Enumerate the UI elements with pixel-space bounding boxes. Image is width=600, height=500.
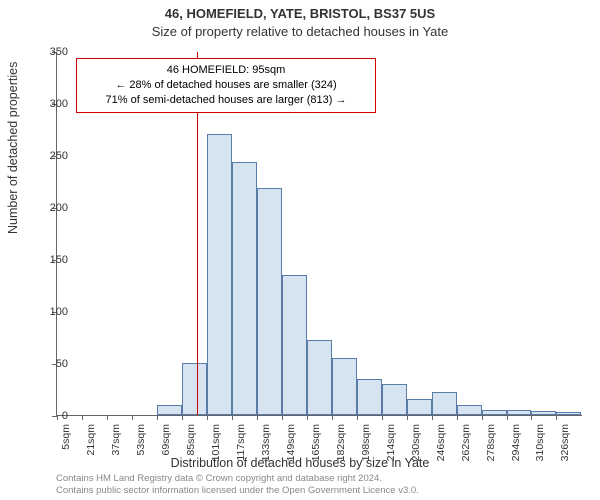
x-tick — [531, 415, 532, 420]
histogram-bar — [332, 358, 357, 415]
annotation-line2: ← 28% of detached houses are smaller (32… — [83, 78, 369, 93]
x-tick — [482, 415, 483, 420]
histogram-bar — [482, 410, 507, 415]
x-tick-label: 326sqm — [559, 424, 571, 470]
x-tick — [232, 415, 233, 420]
y-tick-label: 300 — [28, 98, 68, 110]
x-tick-label: 149sqm — [285, 424, 297, 470]
x-tick-label: 310sqm — [534, 424, 546, 470]
x-tick-label: 37sqm — [110, 424, 122, 470]
y-axis-label: Number of detached properties — [6, 62, 20, 234]
x-tick-label: 5sqm — [60, 424, 72, 470]
annotation-line1: 46 HOMEFIELD: 95sqm — [83, 63, 369, 78]
histogram-bar — [182, 363, 207, 415]
x-tick — [307, 415, 308, 420]
x-tick — [332, 415, 333, 420]
x-tick-label: 182sqm — [335, 424, 347, 470]
histogram-bar — [232, 162, 257, 415]
x-tick-label: 85sqm — [185, 424, 197, 470]
x-tick — [407, 415, 408, 420]
x-tick — [132, 415, 133, 420]
annotation-box: 46 HOMEFIELD: 95sqm ← 28% of detached ho… — [76, 58, 376, 113]
x-tick-label: 21sqm — [85, 424, 97, 470]
x-tick-label: 246sqm — [435, 424, 447, 470]
x-tick-label: 262sqm — [460, 424, 472, 470]
x-tick-label: 294sqm — [510, 424, 522, 470]
x-tick — [432, 415, 433, 420]
histogram-bar — [282, 275, 307, 415]
x-tick-label: 230sqm — [410, 424, 422, 470]
histogram-bar — [382, 384, 407, 415]
x-tick-label: 278sqm — [485, 424, 497, 470]
x-tick — [357, 415, 358, 420]
x-tick — [282, 415, 283, 420]
histogram-bar — [157, 405, 182, 415]
y-tick-label: 50 — [28, 358, 68, 370]
x-tick-label: 214sqm — [385, 424, 397, 470]
x-tick — [207, 415, 208, 420]
y-tick-label: 350 — [28, 46, 68, 58]
histogram-bar — [357, 379, 382, 415]
y-tick-label: 250 — [28, 150, 68, 162]
x-tick — [457, 415, 458, 420]
chart-title-address: 46, HOMEFIELD, YATE, BRISTOL, BS37 5US — [0, 6, 600, 21]
histogram-bar — [407, 399, 432, 415]
histogram-bar — [556, 412, 581, 415]
x-tick-label: 198sqm — [360, 424, 372, 470]
histogram-bar — [531, 411, 556, 415]
x-tick-label: 53sqm — [135, 424, 147, 470]
footer-attribution: Contains HM Land Registry data © Crown c… — [56, 473, 419, 496]
x-tick — [507, 415, 508, 420]
footer-line2: Contains public sector information licen… — [56, 485, 419, 496]
x-tick-label: 101sqm — [210, 424, 222, 470]
x-tick — [257, 415, 258, 420]
x-tick-label: 69sqm — [160, 424, 172, 470]
x-tick — [556, 415, 557, 420]
x-tick-label: 117sqm — [235, 424, 247, 470]
histogram-bar — [432, 392, 457, 415]
histogram-bar — [257, 188, 282, 415]
histogram-bar — [507, 410, 532, 415]
x-tick — [82, 415, 83, 420]
y-tick-label: 100 — [28, 306, 68, 318]
x-tick-label: 133sqm — [260, 424, 272, 470]
x-tick — [382, 415, 383, 420]
y-tick-label: 0 — [28, 410, 68, 422]
chart-title-desc: Size of property relative to detached ho… — [0, 24, 600, 39]
y-tick-label: 200 — [28, 202, 68, 214]
x-tick — [182, 415, 183, 420]
x-tick-label: 165sqm — [310, 424, 322, 470]
x-tick — [157, 415, 158, 420]
histogram-bar — [207, 134, 232, 415]
y-tick-label: 150 — [28, 254, 68, 266]
footer-line1: Contains HM Land Registry data © Crown c… — [56, 473, 419, 484]
x-tick — [107, 415, 108, 420]
property-size-chart: 46, HOMEFIELD, YATE, BRISTOL, BS37 5US S… — [0, 0, 600, 500]
histogram-bar — [307, 340, 332, 415]
annotation-line3: 71% of semi-detached houses are larger (… — [83, 93, 369, 108]
histogram-bar — [457, 405, 482, 415]
